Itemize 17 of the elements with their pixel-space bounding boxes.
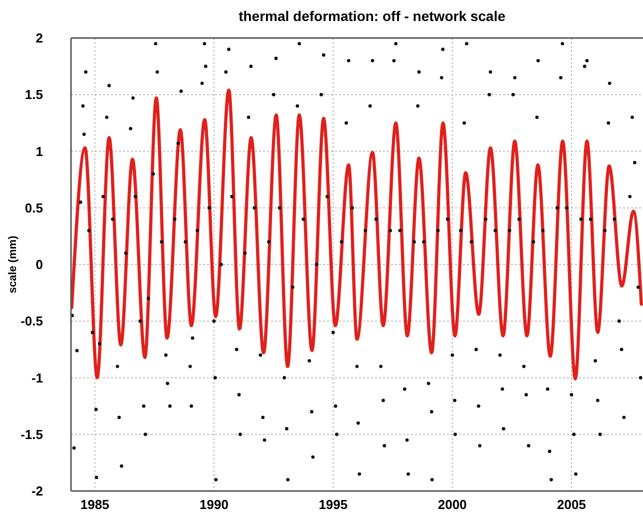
y-tick-label: 0	[36, 257, 43, 272]
y-tick-label: -1	[31, 370, 43, 386]
line-series	[71, 88, 643, 380]
x-tick-label: 1985	[80, 497, 110, 512]
chart-title: thermal deformation: off - network scale	[238, 8, 506, 24]
x-tick-label: 1990	[200, 497, 228, 512]
y-tick-label: 2	[36, 30, 43, 46]
y-tick-label: 0.5	[24, 200, 43, 216]
x-tick-label: 1995	[318, 497, 348, 512]
y-tick-label: -0.5	[20, 314, 43, 329]
x-tick-label: 2005	[557, 497, 586, 512]
y-tick-label: 1	[36, 144, 43, 159]
x-tick-label: 2000	[438, 497, 467, 512]
y-axis-title: scale (mm)	[7, 235, 19, 294]
y-tick-label: -1.5	[20, 426, 43, 442]
y-tick-label: -2	[31, 484, 43, 499]
y-tick-label: 1.5	[24, 87, 43, 102]
